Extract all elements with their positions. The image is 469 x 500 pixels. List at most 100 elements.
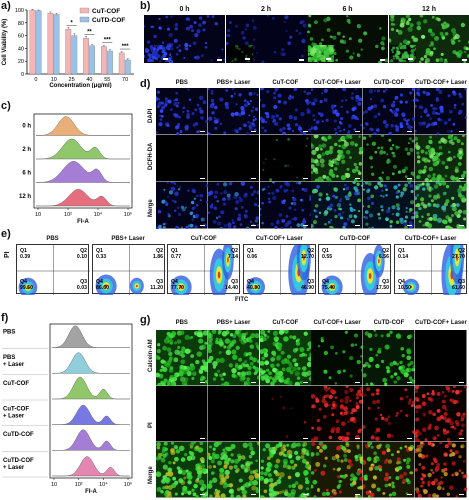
density-peak [179, 285, 183, 289]
condition-label: CuT-COF [272, 320, 299, 326]
ros-image [259, 182, 312, 229]
y-tick-label: 40 [18, 46, 24, 52]
quadrant-value: 46.90 [301, 285, 314, 291]
scale-bar [458, 224, 464, 226]
density-peak [104, 284, 108, 288]
ros-image [415, 182, 467, 229]
condition-label: CuTD-COF+ Laser [415, 320, 467, 326]
histogram-curve [36, 116, 130, 136]
x-tick-label: 0 [34, 77, 37, 83]
stain-label: DCFH-DA [148, 142, 154, 171]
x-tick-label: 25 [69, 77, 75, 83]
timecourse-inset-image [226, 45, 253, 62]
scale-bar [251, 437, 257, 439]
quadrant-value: 7.14 [228, 254, 238, 260]
x-tick-label: 10⁶ [124, 481, 132, 488]
condition-label: CuTD-COF [373, 80, 405, 86]
quadrant-value: 6.56 [379, 254, 389, 260]
histogram-curve [51, 429, 131, 451]
condition-label: CuTD-COF+ Laser [415, 80, 467, 86]
live-dead-image [156, 386, 208, 442]
x-tick-label: 70 [122, 77, 128, 83]
x-tick-label: 10 [35, 212, 41, 218]
histogram-curve [36, 189, 130, 207]
density-peak [369, 272, 372, 280]
flow-cytometry-plot: Q1 0.39 Q2 0.10 Q4 99.50 Q3 0.03 [16, 244, 90, 298]
quadrant-label: Q3 [231, 279, 238, 285]
y-tick-label: 60 [18, 34, 24, 40]
timepoint-label: 0 h [179, 6, 190, 13]
condition-label: PBS+ Laser [216, 320, 251, 326]
histogram-series-label: 0 h [22, 123, 31, 129]
density-peak [254, 285, 257, 289]
quadrant-label: Q1 [398, 248, 405, 254]
quadrant-value: 0.55 [322, 254, 332, 260]
x-tick-label: 10² [64, 212, 72, 218]
bar-cutd-cof-55 [107, 50, 113, 75]
histogram-curve [51, 352, 131, 374]
density-peak [218, 271, 221, 279]
histogram-series-label: 12 h [19, 194, 31, 200]
quadrant-value: 75.40 [322, 285, 335, 291]
bar-cut-cof-10 [47, 13, 54, 75]
ros-image [363, 182, 415, 229]
density-peak [331, 285, 334, 289]
panel-a-label: a) [1, 0, 11, 12]
bar-cut-cof-55 [101, 46, 107, 75]
scale-bar [461, 59, 467, 61]
quadrant-label: Q3 [382, 279, 389, 285]
ros-image [363, 88, 415, 135]
scale-bar [163, 58, 168, 60]
quadrant-label: Q4 [171, 279, 178, 285]
x-tick-label: 10⁶ [124, 211, 132, 218]
scale-bar [354, 437, 360, 439]
live-dead-image [207, 442, 260, 498]
timepoint-label: 2 h [260, 6, 272, 13]
live-dead-image [311, 386, 363, 442]
condition-label: CuTD-COF [373, 320, 405, 326]
density-peak [135, 284, 138, 288]
density-peak [409, 285, 413, 289]
stain-label: Merge [148, 199, 154, 218]
timepoint-label: 6 h [342, 6, 353, 13]
ros-image [207, 135, 260, 182]
condition-label: PBS [175, 320, 188, 326]
live-dead-image [363, 442, 415, 498]
live-dead-image [363, 330, 415, 386]
condition-label: CuT-COF [272, 80, 299, 86]
timepoint-label: 12 h [421, 6, 436, 13]
histogram-curve [35, 161, 130, 183]
scale-bar [303, 130, 309, 132]
histogram-frame [49, 323, 133, 479]
bar-cut-cof-40 [83, 38, 89, 75]
scale-bar [458, 493, 464, 495]
quadrant-value: 12.70 [301, 254, 314, 260]
scale-bar [354, 493, 360, 495]
panel-d-label: d) [140, 78, 151, 90]
histogram-series-label: 6 h [22, 170, 31, 176]
x-axis-label: FI-A [77, 219, 89, 225]
ros-image [207, 88, 260, 135]
ros-image [311, 135, 363, 182]
flow-y-axis-label: PI [4, 251, 11, 258]
y-tick-label: 100 [15, 8, 24, 14]
scale-bar [354, 177, 360, 179]
x-tick-label: 55 [104, 77, 110, 83]
quadrant-label: Q2 [307, 248, 314, 254]
x-tick-label: 10 [51, 77, 57, 83]
ros-image [259, 135, 312, 182]
condition-label: PBS [175, 80, 188, 86]
stain-label: PI [148, 422, 154, 428]
quadrant-value: 0.39 [20, 254, 30, 260]
live-dead-image [207, 330, 260, 386]
quadrant-value: 27.70 [452, 254, 465, 260]
significance-mark: *** [104, 38, 112, 44]
stain-label: Merge [148, 466, 154, 484]
scale-bar [251, 493, 257, 495]
legend-swatch [79, 7, 90, 14]
quadrant-value: 10.50 [398, 285, 411, 291]
quadrant-label: Q1 [171, 248, 178, 254]
quadrant-label: Q3 [80, 279, 87, 285]
quadrant-value: 0.03 [77, 285, 87, 291]
